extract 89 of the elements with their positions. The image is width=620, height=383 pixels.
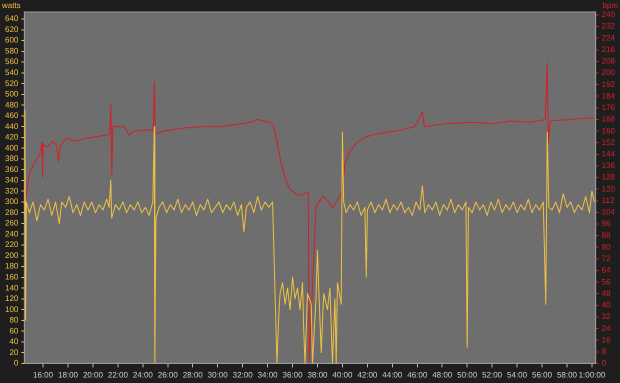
y-tick-label: 480 bbox=[4, 100, 19, 110]
y-tick-label: 200 bbox=[4, 250, 19, 260]
y2-tick-label: 104 bbox=[602, 208, 616, 217]
y-tick-label: 120 bbox=[4, 294, 19, 304]
y2-tick-label: 176 bbox=[602, 103, 616, 112]
y2-tick-label: 120 bbox=[602, 184, 616, 194]
y-tick-label: 560 bbox=[4, 57, 19, 66]
y-tick-label: 540 bbox=[4, 68, 19, 78]
y-tick-label: 300 bbox=[4, 197, 19, 206]
y-tick-label: 500 bbox=[4, 90, 19, 99]
x-tick-label: 58:00 bbox=[556, 370, 578, 380]
x-tick-label: 52:00 bbox=[482, 370, 503, 380]
y2-tick-label: 48 bbox=[602, 288, 612, 298]
y-tick-label: 160 bbox=[4, 272, 19, 282]
y2-tick-label: 8 bbox=[602, 346, 607, 356]
y2-tick-label: 56 bbox=[602, 277, 612, 286]
y2-tick-label: 192 bbox=[602, 80, 616, 89]
y-tick-label: 280 bbox=[4, 208, 19, 217]
y2-tick-label: 144 bbox=[602, 150, 616, 159]
y2-tick-label: 96 bbox=[602, 219, 612, 228]
y2-tick-label: 168 bbox=[602, 114, 616, 124]
y-tick-label: 40 bbox=[9, 337, 19, 346]
y2-tick-label: 184 bbox=[602, 91, 616, 100]
y-tick-label: 260 bbox=[4, 218, 19, 228]
y-tick-label: 140 bbox=[4, 283, 19, 292]
y-tick-label: 340 bbox=[4, 176, 19, 185]
y2-tick-label: 224 bbox=[602, 33, 616, 42]
y-axis-title: watts bbox=[1, 1, 21, 10]
x-tick-label: 38:00 bbox=[307, 370, 328, 380]
y-tick-label: 60 bbox=[9, 326, 19, 336]
x-tick-label: 48:00 bbox=[432, 370, 453, 380]
x-tick-label: 1:00:00 bbox=[578, 370, 606, 380]
y2-tick-label: 16 bbox=[602, 335, 612, 344]
y2-tick-label: 208 bbox=[602, 56, 616, 66]
x-tick-label: 46:00 bbox=[407, 370, 428, 380]
y2-tick-label: 136 bbox=[602, 161, 616, 170]
y2-axis-title: bpm bbox=[602, 1, 618, 10]
y2-tick-label: 40 bbox=[602, 300, 612, 310]
x-tick-label: 36:00 bbox=[282, 370, 304, 380]
x-tick-label: 30:00 bbox=[208, 370, 228, 380]
y2-tick-label: 112 bbox=[602, 196, 615, 205]
y-tick-label: 240 bbox=[4, 229, 19, 238]
x-tick-label: 26:00 bbox=[158, 370, 178, 380]
y-tick-label: 440 bbox=[4, 122, 19, 131]
x-tick-label: 44:00 bbox=[382, 370, 403, 380]
y2-tick-label: 0 bbox=[602, 358, 607, 368]
x-tick-label: 20:00 bbox=[82, 370, 104, 380]
y-tick-label: 600 bbox=[4, 36, 19, 45]
x-tick-label: 42:00 bbox=[357, 370, 378, 380]
y-tick-label: 460 bbox=[4, 111, 19, 120]
x-tick-label: 24:00 bbox=[132, 370, 154, 380]
y2-tick-label: 128 bbox=[602, 172, 616, 182]
x-tick-label: 50:00 bbox=[457, 370, 478, 380]
x-tick-label: 18:00 bbox=[58, 370, 79, 380]
y-tick-label: 80 bbox=[9, 316, 19, 325]
y2-tick-label: 32 bbox=[602, 312, 612, 322]
y2-tick-label: 160 bbox=[602, 126, 616, 136]
y2-tick-label: 232 bbox=[602, 22, 616, 31]
y2-tick-label: 152 bbox=[602, 138, 616, 147]
y-tick-label: 220 bbox=[4, 240, 19, 250]
y-tick-label: 380 bbox=[4, 154, 19, 164]
y-tick-label: 100 bbox=[4, 304, 19, 314]
y-tick-label: 420 bbox=[4, 132, 19, 142]
x-tick-label: 56:00 bbox=[532, 370, 553, 380]
y2-tick-label: 240 bbox=[602, 10, 616, 20]
y2-tick-label: 216 bbox=[602, 44, 616, 54]
y-tick-label: 180 bbox=[4, 262, 19, 271]
y2-tick-label: 64 bbox=[602, 266, 612, 275]
x-tick-label: 32:00 bbox=[232, 370, 254, 380]
x-tick-label: 40:00 bbox=[332, 370, 353, 380]
y-tick-label: 520 bbox=[4, 78, 19, 88]
x-tick-label: 16:00 bbox=[33, 370, 54, 380]
x-tick-label: 34:00 bbox=[258, 370, 278, 380]
x-tick-label: 54:00 bbox=[507, 370, 528, 380]
y2-tick-label: 72 bbox=[602, 254, 612, 264]
y-tick-label: 620 bbox=[4, 24, 19, 34]
y-tick-label: 360 bbox=[4, 164, 19, 174]
y-tick-label: 20 bbox=[9, 348, 19, 357]
y-tick-label: 640 bbox=[4, 14, 19, 24]
y2-tick-label: 80 bbox=[602, 242, 612, 252]
y-tick-label: 0 bbox=[14, 358, 19, 368]
x-tick-label: 22:00 bbox=[108, 370, 128, 380]
y-tick-label: 580 bbox=[4, 46, 19, 56]
y-tick-label: 320 bbox=[4, 186, 19, 196]
x-tick-label: 28:00 bbox=[182, 370, 204, 380]
y2-tick-label: 24 bbox=[602, 324, 612, 333]
y-tick-label: 400 bbox=[4, 143, 19, 152]
y2-tick-label: 88 bbox=[602, 230, 612, 240]
y2-tick-label: 200 bbox=[602, 68, 616, 78]
